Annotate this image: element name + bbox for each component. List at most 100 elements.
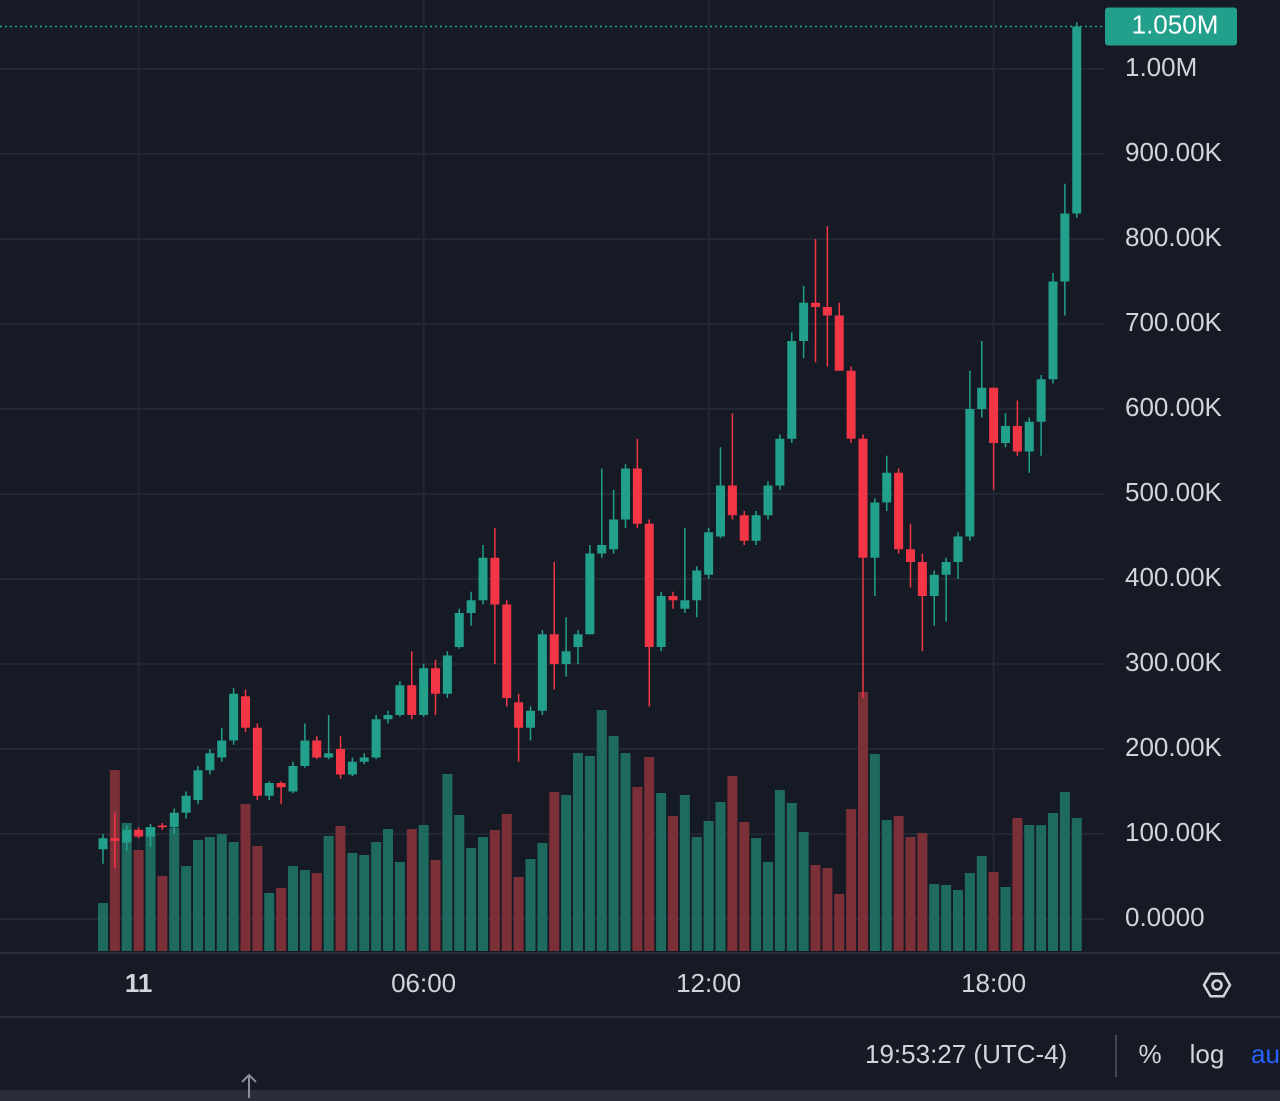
candle-body bbox=[811, 302, 820, 307]
candle-body bbox=[906, 549, 915, 562]
scroll-arrow[interactable] bbox=[241, 1073, 257, 1098]
candle-body bbox=[609, 519, 619, 550]
volume-bar bbox=[1000, 887, 1011, 951]
volume-bar bbox=[133, 850, 144, 951]
candle-body bbox=[1001, 425, 1010, 443]
candle-body bbox=[217, 740, 227, 758]
candle-body bbox=[383, 714, 393, 720]
candle-body bbox=[312, 740, 322, 758]
volume-bar bbox=[1071, 818, 1082, 951]
y-tick-label: 100.00K bbox=[1125, 817, 1223, 847]
x-tick-label: 12:00 bbox=[676, 968, 741, 998]
candle-body bbox=[395, 685, 405, 715]
y-tick-label: 1.00M bbox=[1125, 52, 1197, 82]
volume-bar bbox=[537, 843, 548, 951]
volume-bar bbox=[988, 872, 999, 951]
candle-body bbox=[229, 693, 239, 741]
candle-body bbox=[870, 502, 880, 558]
volume-bar bbox=[584, 756, 595, 951]
log-toggle[interactable]: log bbox=[1190, 1039, 1225, 1069]
candle-body bbox=[953, 536, 963, 562]
volume-bar bbox=[478, 837, 488, 951]
volume-bar bbox=[608, 736, 619, 951]
volume-bar bbox=[739, 822, 750, 951]
candle-body bbox=[122, 829, 132, 843]
auto-toggle[interactable]: au bbox=[1251, 1039, 1280, 1069]
volume-bar bbox=[703, 821, 714, 951]
candle-body bbox=[549, 634, 559, 664]
candle-body bbox=[98, 838, 108, 850]
volume-bar bbox=[442, 774, 453, 951]
candle-body bbox=[324, 753, 334, 758]
volume-bar bbox=[193, 840, 203, 951]
candle-body bbox=[656, 595, 666, 647]
candle-body bbox=[347, 761, 357, 775]
y-tick-label: 0.0000 bbox=[1125, 902, 1205, 932]
volume bbox=[98, 692, 1082, 951]
candle-body bbox=[834, 315, 844, 371]
candle-body bbox=[727, 485, 737, 516]
candle-body bbox=[1036, 379, 1046, 422]
volume-bar bbox=[620, 753, 631, 951]
volume-bar bbox=[252, 846, 263, 951]
candle-body bbox=[977, 387, 987, 409]
volume-bar bbox=[964, 873, 975, 951]
candle-body bbox=[894, 472, 904, 550]
volume-bar bbox=[953, 890, 963, 951]
candle-body bbox=[882, 472, 892, 503]
volume-bar bbox=[869, 754, 880, 951]
candle-body bbox=[965, 408, 975, 537]
volume-bar bbox=[858, 692, 868, 951]
candle-body bbox=[704, 532, 714, 575]
volume-bar bbox=[668, 816, 678, 951]
volume-bar bbox=[774, 790, 785, 951]
volume-bar bbox=[489, 830, 500, 951]
bottom-bar bbox=[0, 1090, 1280, 1101]
candle-body bbox=[276, 783, 286, 788]
time-zone[interactable]: 19:53:27 (UTC-4) bbox=[865, 1039, 1067, 1069]
volume-bar bbox=[715, 802, 726, 951]
candle-body bbox=[716, 485, 725, 537]
percent-toggle[interactable]: % bbox=[1138, 1039, 1161, 1069]
settings-hexagon bbox=[1202, 972, 1232, 998]
volume-bar bbox=[644, 757, 655, 951]
candle-body bbox=[157, 825, 167, 828]
y-tick-label: 600.00K bbox=[1125, 392, 1223, 422]
candle-body bbox=[288, 765, 298, 792]
volume-bar bbox=[1024, 825, 1035, 951]
y-tick-label: 200.00K bbox=[1125, 732, 1223, 762]
volume-bar bbox=[157, 876, 168, 951]
volume-bar bbox=[204, 837, 215, 951]
candle-body bbox=[1012, 425, 1022, 452]
candle-body bbox=[775, 438, 785, 486]
candle-body bbox=[134, 829, 144, 837]
y-tick-label: 800.00K bbox=[1125, 222, 1223, 252]
candle-body bbox=[917, 561, 927, 596]
volume-bar bbox=[454, 815, 465, 951]
candle-body bbox=[787, 340, 797, 439]
volume-bar bbox=[810, 865, 821, 951]
volume-bar bbox=[276, 888, 287, 951]
candle-body bbox=[846, 370, 856, 439]
candle-body bbox=[751, 515, 761, 541]
candle-body bbox=[1048, 281, 1058, 380]
candle-body bbox=[822, 306, 832, 316]
candle-body bbox=[537, 634, 547, 711]
volume-bar bbox=[240, 804, 251, 951]
volume-bar bbox=[181, 866, 192, 951]
volume-bar bbox=[383, 829, 393, 951]
candle-body bbox=[478, 557, 488, 601]
volume-bar bbox=[786, 803, 797, 951]
volume-bar bbox=[1036, 825, 1047, 951]
volume-bar bbox=[299, 870, 310, 951]
volume-bar bbox=[691, 837, 702, 951]
last-price-badge bbox=[1105, 7, 1237, 46]
candle-body bbox=[680, 600, 690, 609]
settings-dot bbox=[1211, 979, 1223, 991]
volume-bar bbox=[751, 838, 762, 951]
settings-icon[interactable] bbox=[1202, 972, 1232, 998]
volume-bar bbox=[798, 832, 809, 951]
candle-body bbox=[573, 634, 583, 647]
volume-bar bbox=[941, 885, 952, 951]
candle-body bbox=[407, 685, 417, 715]
